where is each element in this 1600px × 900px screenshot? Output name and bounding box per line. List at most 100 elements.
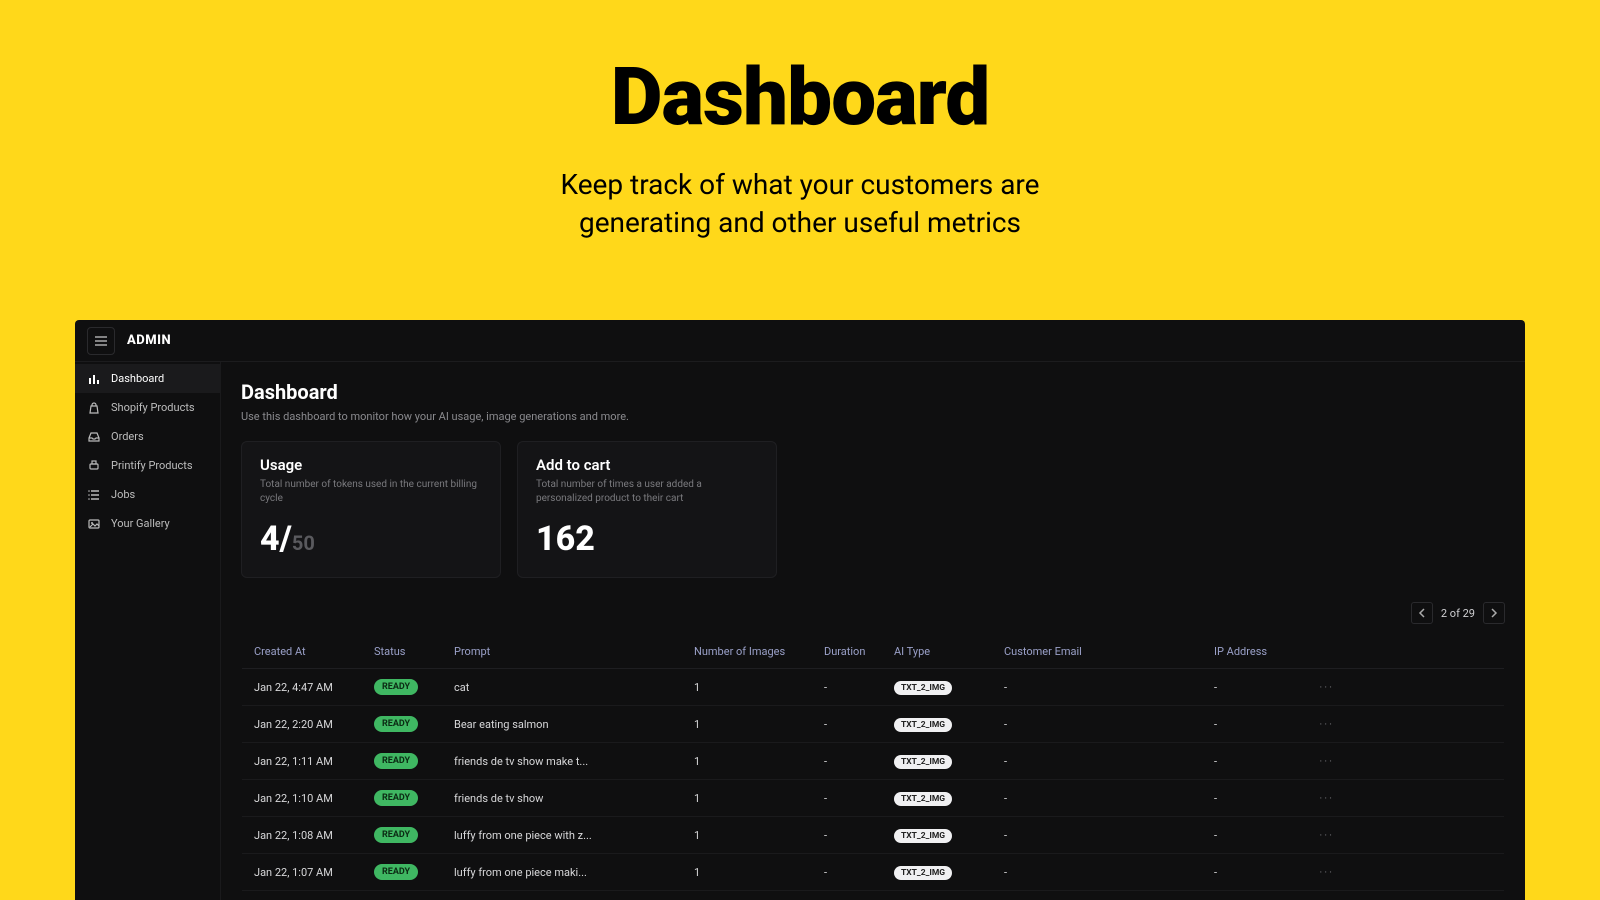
cell-email: - (1004, 681, 1214, 694)
cell-ip: - (1214, 718, 1304, 731)
col-email[interactable]: Customer Email (1004, 645, 1214, 658)
cell-status: READY (374, 716, 454, 732)
cell-created-at: Jan 22, 4:47 AM (254, 681, 374, 694)
page-subtitle: Use this dashboard to monitor how your A… (241, 410, 1505, 423)
status-badge: READY (374, 790, 418, 806)
table-row[interactable]: Jan 22, 1:07 AMREADYluffy from one piece… (242, 854, 1504, 891)
add-to-cart-card: Add to cart Total number of times a user… (517, 441, 777, 578)
sidebar-item-label: Orders (111, 430, 144, 443)
cell-email: - (1004, 866, 1214, 879)
type-badge: TXT_2_IMG (894, 718, 952, 732)
usage-limit: 50 (292, 531, 315, 555)
sidebar-item-dashboard[interactable]: Dashboard (75, 364, 220, 393)
table-row[interactable]: Jan 22, 2:20 AMREADYBear eating salmon1-… (242, 706, 1504, 743)
col-ip[interactable]: IP Address (1214, 645, 1304, 658)
cell-status: READY (374, 679, 454, 695)
status-badge: READY (374, 827, 418, 843)
card-desc: Total number of times a user added a per… (536, 478, 758, 505)
app-window: ADMIN Dashboard Shopify Products Orders … (75, 320, 1525, 900)
cell-created-at: Jan 22, 1:11 AM (254, 755, 374, 768)
sidebar-item-label: Printify Products (111, 459, 193, 472)
card-title: Add to cart (536, 456, 758, 474)
pager-next-button[interactable] (1483, 602, 1505, 624)
table-row[interactable]: Jan 22, 1:10 AMREADYfriends de tv show1-… (242, 780, 1504, 817)
image-icon (87, 518, 101, 530)
main-content: Dashboard Use this dashboard to monitor … (221, 362, 1525, 900)
col-status[interactable]: Status (374, 645, 454, 658)
row-actions-button[interactable]: ··· (1304, 681, 1334, 694)
bars-icon (87, 373, 101, 385)
inbox-icon (87, 431, 101, 443)
row-actions-button[interactable]: ··· (1304, 866, 1334, 879)
type-badge: TXT_2_IMG (894, 829, 952, 843)
row-actions-button[interactable]: ··· (1304, 829, 1334, 842)
sidebar-item-label: Dashboard (111, 372, 164, 385)
col-ai-type[interactable]: AI Type (894, 645, 1004, 658)
cell-prompt: luffy from one piece with z... (454, 829, 694, 842)
cell-duration: - (824, 866, 894, 879)
cell-ai-type: TXT_2_IMG (894, 754, 1004, 769)
type-badge: TXT_2_IMG (894, 792, 952, 806)
cell-duration: - (824, 718, 894, 731)
sidebar: Dashboard Shopify Products Orders Printi… (75, 362, 221, 900)
status-badge: READY (374, 753, 418, 769)
bag-icon (87, 402, 101, 414)
cell-email: - (1004, 755, 1214, 768)
sidebar-item-shopify-products[interactable]: Shopify Products (75, 393, 220, 422)
cell-ai-type: TXT_2_IMG (894, 791, 1004, 806)
generations-table: Created At Status Prompt Number of Image… (241, 634, 1505, 892)
cell-ip: - (1214, 829, 1304, 842)
col-prompt[interactable]: Prompt (454, 645, 694, 658)
sidebar-item-gallery[interactable]: Your Gallery (75, 509, 220, 538)
usage-value: 4/ (260, 519, 292, 559)
cell-prompt: Bear eating salmon (454, 718, 694, 731)
table-row[interactable]: Jan 22, 1:11 AMREADY friends de tv show m… (242, 743, 1504, 780)
cell-status: READY (374, 827, 454, 843)
hero-subtitle-line2: generating and other useful metrics (579, 206, 1021, 239)
cell-prompt: friends de tv show (454, 792, 694, 805)
status-badge: READY (374, 679, 418, 695)
cell-ip: - (1214, 755, 1304, 768)
chevron-right-icon (1490, 608, 1498, 618)
row-actions-button[interactable]: ··· (1304, 718, 1334, 731)
hero-subtitle: Keep track of what your customers are ge… (0, 166, 1600, 242)
menu-toggle-button[interactable] (87, 327, 115, 355)
card-title: Usage (260, 456, 482, 474)
pager-prev-button[interactable] (1411, 602, 1433, 624)
cell-prompt: luffy from one piece maki... (454, 866, 694, 879)
sidebar-item-jobs[interactable]: Jobs (75, 480, 220, 509)
page-title: Dashboard (241, 380, 1505, 404)
cell-email: - (1004, 792, 1214, 805)
cell-ip: - (1214, 681, 1304, 694)
cell-created-at: Jan 22, 2:20 AM (254, 718, 374, 731)
cell-ai-type: TXT_2_IMG (894, 828, 1004, 843)
sidebar-item-printify-products[interactable]: Printify Products (75, 451, 220, 480)
cell-num-images: 1 (694, 755, 824, 768)
cell-duration: - (824, 829, 894, 842)
col-created-at[interactable]: Created At (254, 645, 374, 658)
cell-email: - (1004, 829, 1214, 842)
hamburger-icon (95, 336, 107, 346)
col-num-images[interactable]: Number of Images (694, 645, 824, 658)
table-row[interactable]: Jan 22, 1:08 AMREADYluffy from one piece… (242, 817, 1504, 854)
cell-prompt: friends de tv show make t... (454, 755, 694, 768)
cell-email: - (1004, 718, 1214, 731)
col-duration[interactable]: Duration (824, 645, 894, 658)
card-desc: Total number of tokens used in the curre… (260, 478, 482, 505)
table-row[interactable]: Jan 22, 4:47 AMREADYcat1-TXT_2_IMG--··· (242, 669, 1504, 706)
cell-ip: - (1214, 866, 1304, 879)
cell-num-images: 1 (694, 681, 824, 694)
sidebar-item-label: Shopify Products (111, 401, 195, 414)
row-actions-button[interactable]: ··· (1304, 792, 1334, 805)
cell-ai-type: TXT_2_IMG (894, 717, 1004, 732)
list-icon (87, 489, 101, 501)
sidebar-item-orders[interactable]: Orders (75, 422, 220, 451)
type-badge: TXT_2_IMG (894, 866, 952, 880)
sidebar-item-label: Jobs (111, 488, 135, 501)
cell-num-images: 1 (694, 792, 824, 805)
row-actions-button[interactable]: ··· (1304, 755, 1334, 768)
cell-ai-type: TXT_2_IMG (894, 865, 1004, 880)
chevron-left-icon (1418, 608, 1426, 618)
hero-subtitle-line1: Keep track of what your customers are (560, 168, 1039, 201)
table-header: Created At Status Prompt Number of Image… (242, 635, 1504, 669)
